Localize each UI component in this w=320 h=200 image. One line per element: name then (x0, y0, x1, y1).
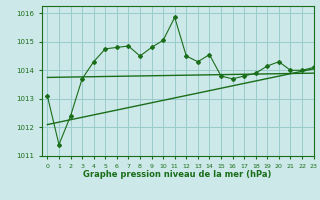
X-axis label: Graphe pression niveau de la mer (hPa): Graphe pression niveau de la mer (hPa) (84, 170, 272, 179)
